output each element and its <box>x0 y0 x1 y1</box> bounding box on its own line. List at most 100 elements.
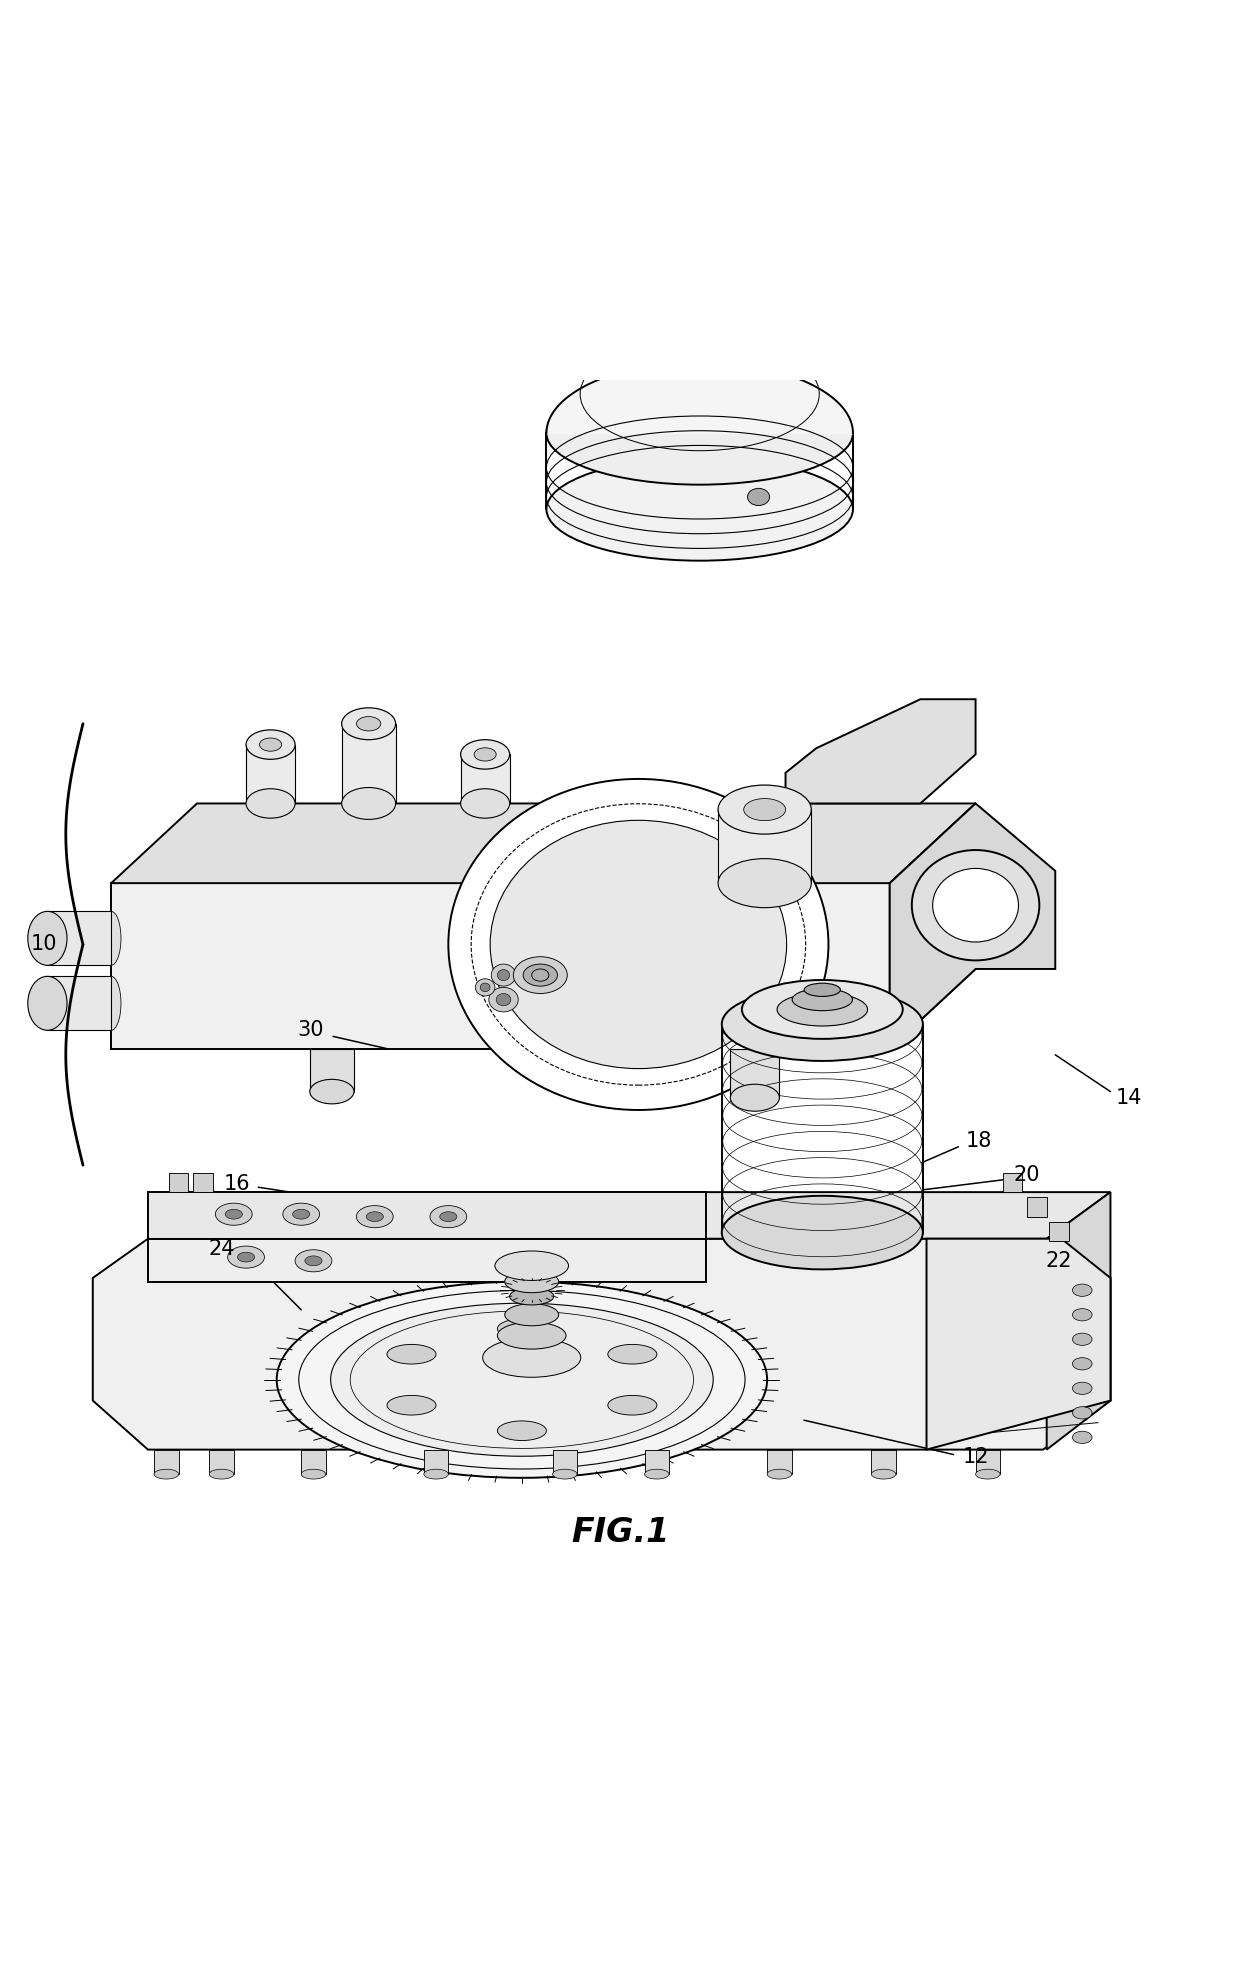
Ellipse shape <box>718 858 811 908</box>
Ellipse shape <box>1073 1309 1092 1321</box>
Ellipse shape <box>491 964 516 986</box>
Ellipse shape <box>331 1303 713 1456</box>
Polygon shape <box>93 1238 1111 1451</box>
Ellipse shape <box>911 850 1039 960</box>
Polygon shape <box>47 912 112 966</box>
Ellipse shape <box>440 1212 456 1222</box>
Ellipse shape <box>357 717 381 731</box>
Ellipse shape <box>872 1468 895 1478</box>
Ellipse shape <box>27 976 67 1031</box>
Ellipse shape <box>495 1252 568 1280</box>
Text: 30: 30 <box>298 1019 325 1041</box>
Polygon shape <box>890 803 1055 1049</box>
Text: 20: 20 <box>1014 1164 1040 1184</box>
Ellipse shape <box>1073 1431 1092 1443</box>
Ellipse shape <box>480 984 490 992</box>
Polygon shape <box>976 1451 1001 1474</box>
Polygon shape <box>730 1049 780 1097</box>
Ellipse shape <box>730 1085 780 1111</box>
Text: 12: 12 <box>962 1447 988 1466</box>
Ellipse shape <box>513 956 567 994</box>
Text: 10: 10 <box>31 934 57 954</box>
Ellipse shape <box>510 1288 554 1305</box>
Ellipse shape <box>305 1256 322 1266</box>
Ellipse shape <box>366 1212 383 1222</box>
Ellipse shape <box>505 1270 559 1294</box>
Ellipse shape <box>301 1468 326 1478</box>
Ellipse shape <box>246 729 295 759</box>
Ellipse shape <box>1073 1333 1092 1345</box>
Ellipse shape <box>489 988 518 1011</box>
Polygon shape <box>148 1238 706 1282</box>
Ellipse shape <box>102 912 122 966</box>
Ellipse shape <box>237 1252 254 1262</box>
Text: FIG.1: FIG.1 <box>570 1516 670 1550</box>
Ellipse shape <box>722 1196 923 1270</box>
Ellipse shape <box>932 868 1018 942</box>
Ellipse shape <box>27 912 67 966</box>
Polygon shape <box>148 1192 706 1238</box>
Polygon shape <box>424 1451 449 1474</box>
Ellipse shape <box>259 737 281 751</box>
Text: 16: 16 <box>224 1174 250 1194</box>
Ellipse shape <box>547 382 853 485</box>
Polygon shape <box>718 809 811 882</box>
Polygon shape <box>342 723 396 803</box>
Ellipse shape <box>608 1345 657 1363</box>
Text: 14: 14 <box>1116 1087 1142 1107</box>
Text: 24: 24 <box>208 1238 234 1258</box>
Ellipse shape <box>277 1282 768 1478</box>
Ellipse shape <box>718 785 811 835</box>
Ellipse shape <box>748 489 770 505</box>
Text: 22: 22 <box>1045 1250 1073 1272</box>
Ellipse shape <box>246 789 295 819</box>
Ellipse shape <box>496 994 511 1005</box>
Polygon shape <box>1003 1172 1022 1192</box>
Ellipse shape <box>497 1319 547 1339</box>
Ellipse shape <box>645 1468 670 1478</box>
Ellipse shape <box>1073 1357 1092 1369</box>
Ellipse shape <box>460 739 510 769</box>
Ellipse shape <box>805 984 841 995</box>
Ellipse shape <box>228 1246 264 1268</box>
Polygon shape <box>926 1238 1111 1451</box>
Polygon shape <box>169 1172 188 1192</box>
Ellipse shape <box>474 747 496 761</box>
Polygon shape <box>246 745 295 803</box>
Ellipse shape <box>226 1210 242 1220</box>
Polygon shape <box>193 1172 213 1192</box>
Polygon shape <box>872 1451 895 1474</box>
Ellipse shape <box>1073 1284 1092 1296</box>
Polygon shape <box>890 803 976 1049</box>
Ellipse shape <box>553 1468 577 1478</box>
Ellipse shape <box>792 990 852 1011</box>
Polygon shape <box>301 1451 326 1474</box>
Polygon shape <box>768 1451 791 1474</box>
Polygon shape <box>785 699 976 803</box>
Text: 18: 18 <box>966 1131 992 1150</box>
Ellipse shape <box>482 1337 580 1377</box>
Ellipse shape <box>342 707 396 739</box>
Ellipse shape <box>742 980 903 1039</box>
Ellipse shape <box>768 1468 791 1478</box>
Ellipse shape <box>722 988 923 1061</box>
Ellipse shape <box>102 976 122 1031</box>
Polygon shape <box>553 1451 577 1474</box>
Ellipse shape <box>497 970 510 982</box>
Ellipse shape <box>424 1468 449 1478</box>
Polygon shape <box>210 1451 234 1474</box>
Ellipse shape <box>505 1303 559 1325</box>
Ellipse shape <box>295 1250 332 1272</box>
Ellipse shape <box>460 789 510 819</box>
Ellipse shape <box>154 1468 179 1478</box>
Ellipse shape <box>744 799 786 821</box>
Ellipse shape <box>1073 1383 1092 1395</box>
Polygon shape <box>1047 1192 1111 1451</box>
Polygon shape <box>47 976 112 1031</box>
Polygon shape <box>1049 1222 1069 1242</box>
Ellipse shape <box>497 1421 547 1441</box>
Ellipse shape <box>449 779 828 1111</box>
Ellipse shape <box>490 821 786 1069</box>
Ellipse shape <box>210 1468 234 1478</box>
Polygon shape <box>112 882 890 1049</box>
